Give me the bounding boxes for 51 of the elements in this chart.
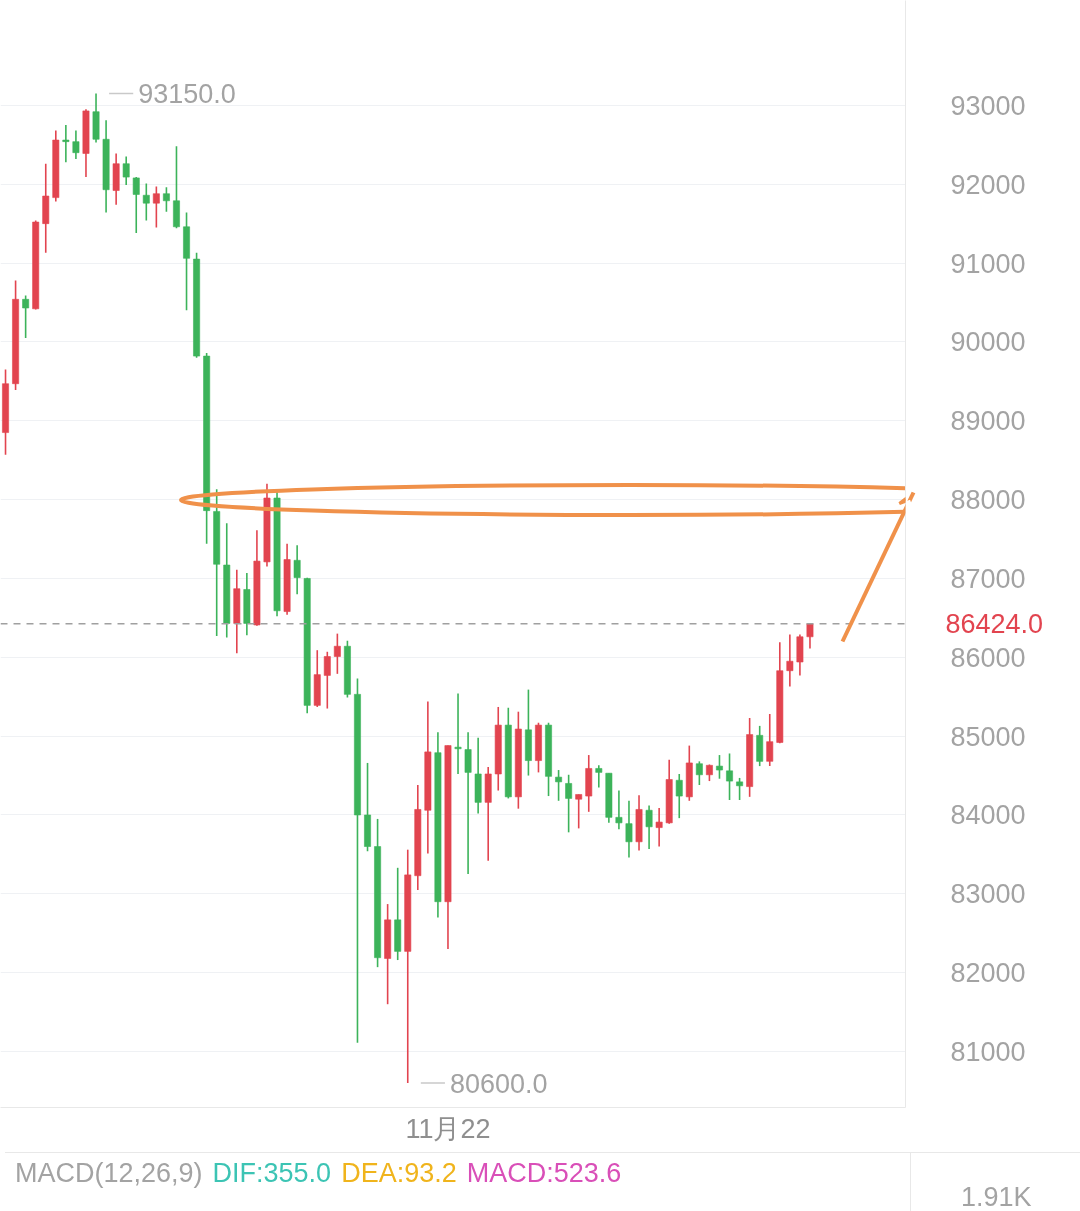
y-tick-label: 93000 (950, 90, 1026, 121)
candlestick (736, 777, 743, 801)
y-tick-label: 90000 (950, 327, 1026, 358)
candlestick (786, 633, 794, 688)
ref-line-label: 86424.0 (945, 609, 1044, 640)
candlestick (323, 650, 331, 710)
y-tick-label: 88000 (950, 485, 1026, 516)
text: DIF:355.0 (212, 1158, 332, 1188)
candlestick (716, 754, 723, 780)
candlestick (726, 752, 733, 801)
candlestick (695, 760, 703, 786)
text: 1.91K (961, 1182, 1032, 1211)
candlestick (464, 731, 472, 875)
y-tick-label: 85000 (950, 721, 1026, 752)
candlestick (655, 807, 663, 848)
y-tick-label: 86000 (950, 642, 1026, 673)
x-tick-label: 11月22 (405, 1113, 491, 1144)
annotation: 93150.0 (138, 79, 236, 110)
y-tick-label: 82000 (950, 958, 1026, 989)
candlestick (22, 294, 30, 339)
y-tick-label: 89000 (950, 406, 1026, 437)
candlestick (333, 632, 341, 675)
candlestick (555, 769, 562, 802)
candlestick (575, 793, 583, 830)
text: MACD:523.6 (466, 1158, 622, 1188)
y-tick-label: 83000 (950, 879, 1026, 910)
candlestick (625, 799, 633, 859)
candlestick (132, 176, 140, 234)
candlestick (454, 692, 462, 775)
text: DEA:93.2 (341, 1158, 457, 1188)
candlestick (766, 713, 774, 767)
candlestick (565, 773, 573, 834)
candlestick (62, 124, 70, 163)
candlestick (293, 544, 301, 596)
candlestick (675, 773, 683, 819)
candlestick (595, 764, 603, 789)
candlestick (806, 622, 814, 650)
candlestick (72, 129, 80, 160)
y-tick-label: 81000 (950, 1037, 1026, 1068)
candlestick (142, 182, 150, 222)
candlestick (615, 789, 623, 830)
candlestick (122, 155, 130, 186)
candlestick (152, 185, 160, 229)
candlestick (163, 186, 170, 213)
y-tick-label: 91000 (950, 248, 1026, 279)
text: MACD(12,26,9) (15, 1158, 203, 1188)
y-tick-label: 92000 (950, 169, 1026, 200)
y-tick-label: 84000 (950, 800, 1026, 831)
y-tick-label: 87000 (950, 563, 1026, 594)
candlestick (645, 804, 653, 850)
annotation: 80600.0 (449, 1068, 548, 1099)
